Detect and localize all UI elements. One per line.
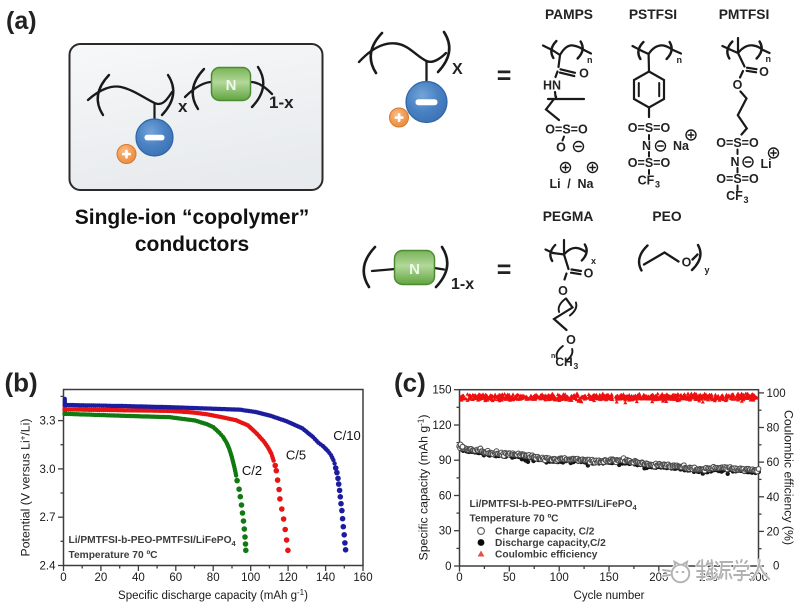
svg-text:n: n xyxy=(766,54,772,64)
svg-text:Coulombic efficiency (%): Coulombic efficiency (%) xyxy=(782,410,796,545)
svg-text:120: 120 xyxy=(432,420,451,432)
svg-text:80: 80 xyxy=(767,423,780,435)
svg-text:O: O xyxy=(733,78,743,92)
svg-text:O: O xyxy=(584,267,594,281)
svg-text:30: 30 xyxy=(439,526,452,538)
svg-text:2.7: 2.7 xyxy=(40,512,56,524)
svg-text:N: N xyxy=(226,77,237,94)
svg-text:160: 160 xyxy=(353,572,372,584)
svg-text:Coulombic efficiency: Coulombic efficiency xyxy=(495,550,598,561)
svg-text:Temperature 70 ºC: Temperature 70 ºC xyxy=(470,514,560,525)
svg-text:(a): (a) xyxy=(6,7,37,35)
svg-text:80: 80 xyxy=(207,572,220,584)
svg-text:Specific discharge capacity (m: Specific discharge capacity (mAh g-1) xyxy=(118,588,308,602)
svg-text:y: y xyxy=(705,265,710,275)
svg-text:O: O xyxy=(682,256,692,270)
svg-text:PEO: PEO xyxy=(652,209,681,224)
svg-text:N: N xyxy=(730,155,739,169)
svg-text:O: O xyxy=(556,141,566,155)
svg-text:0: 0 xyxy=(773,561,779,573)
svg-text:CH: CH xyxy=(555,355,572,369)
svg-text:Cycle number: Cycle number xyxy=(574,590,645,602)
svg-text:=: = xyxy=(497,256,512,284)
svg-text:3.3: 3.3 xyxy=(40,416,56,428)
svg-text:3.0: 3.0 xyxy=(40,464,56,476)
svg-text:3: 3 xyxy=(744,195,749,205)
svg-text:100: 100 xyxy=(767,388,786,400)
svg-text:3: 3 xyxy=(574,361,579,371)
svg-text:C/2: C/2 xyxy=(242,463,262,478)
svg-text:PEGMA: PEGMA xyxy=(543,209,594,224)
svg-text:2.4: 2.4 xyxy=(40,561,57,573)
svg-text:n: n xyxy=(677,55,683,65)
svg-text:Na: Na xyxy=(578,177,595,191)
svg-text:=: = xyxy=(497,62,512,90)
svg-text:O=S=O: O=S=O xyxy=(628,121,671,135)
svg-text:O: O xyxy=(558,284,568,298)
svg-text:60: 60 xyxy=(169,572,182,584)
svg-text:N: N xyxy=(409,261,420,278)
svg-text:PMTFSI: PMTFSI xyxy=(719,7,770,22)
svg-text:1-x: 1-x xyxy=(451,276,474,293)
svg-text:O=S=O: O=S=O xyxy=(716,136,759,150)
svg-text:150: 150 xyxy=(599,572,618,584)
svg-text:40: 40 xyxy=(132,572,145,584)
svg-text:conductors: conductors xyxy=(135,233,249,256)
svg-text:/: / xyxy=(567,177,571,191)
svg-text:40: 40 xyxy=(767,492,780,504)
svg-text:Temperature 70 ºC: Temperature 70 ºC xyxy=(69,550,159,561)
svg-text:140: 140 xyxy=(316,572,335,584)
svg-text:HN: HN xyxy=(543,79,561,93)
svg-text:Specific capacity (mAh g-1): Specific capacity (mAh g-1) xyxy=(417,415,431,561)
svg-text:O: O xyxy=(759,65,769,79)
svg-text:Li: Li xyxy=(760,157,771,171)
svg-text:50: 50 xyxy=(503,572,516,584)
svg-text:100: 100 xyxy=(241,572,260,584)
svg-text:0: 0 xyxy=(60,572,66,584)
svg-text:CF: CF xyxy=(638,174,655,188)
svg-text:Charge capacity, C/2: Charge capacity, C/2 xyxy=(495,527,595,538)
svg-text:0: 0 xyxy=(445,561,451,573)
svg-text:PSTFSI: PSTFSI xyxy=(629,7,677,22)
svg-text:Li: Li xyxy=(549,177,560,191)
svg-text:90: 90 xyxy=(439,455,452,467)
svg-text:1-x: 1-x xyxy=(269,93,294,112)
svg-text:X: X xyxy=(452,61,463,78)
svg-text:O=S=O: O=S=O xyxy=(716,172,759,186)
svg-text:150: 150 xyxy=(432,385,451,397)
svg-text:60: 60 xyxy=(439,491,452,503)
svg-text:100: 100 xyxy=(550,572,569,584)
svg-text:0: 0 xyxy=(456,572,462,584)
svg-text:20: 20 xyxy=(767,526,780,538)
svg-text:x: x xyxy=(591,256,596,266)
svg-text:C/10: C/10 xyxy=(333,428,360,443)
svg-text:x: x xyxy=(178,97,188,116)
svg-text:O: O xyxy=(566,333,576,347)
svg-text:C/5: C/5 xyxy=(286,448,306,463)
svg-text:Discharge capacity,C/2: Discharge capacity,C/2 xyxy=(495,538,606,549)
svg-text:(c): (c) xyxy=(394,368,426,398)
svg-text:Na: Na xyxy=(673,139,690,153)
svg-text:O: O xyxy=(579,67,589,81)
svg-text:(b): (b) xyxy=(5,368,38,398)
svg-text:O=S=O: O=S=O xyxy=(545,123,588,137)
svg-text:20: 20 xyxy=(95,572,108,584)
svg-text:120: 120 xyxy=(279,572,298,584)
svg-text:N: N xyxy=(642,139,651,153)
svg-text:PAMPS: PAMPS xyxy=(545,7,593,22)
svg-text:3: 3 xyxy=(655,180,660,190)
svg-text:60: 60 xyxy=(767,457,780,469)
svg-text:Single-ion “copolymer”: Single-ion “copolymer” xyxy=(75,206,310,229)
svg-text:CF: CF xyxy=(726,189,743,203)
svg-text:n: n xyxy=(587,55,593,65)
svg-text:O=S=O: O=S=O xyxy=(628,156,671,170)
